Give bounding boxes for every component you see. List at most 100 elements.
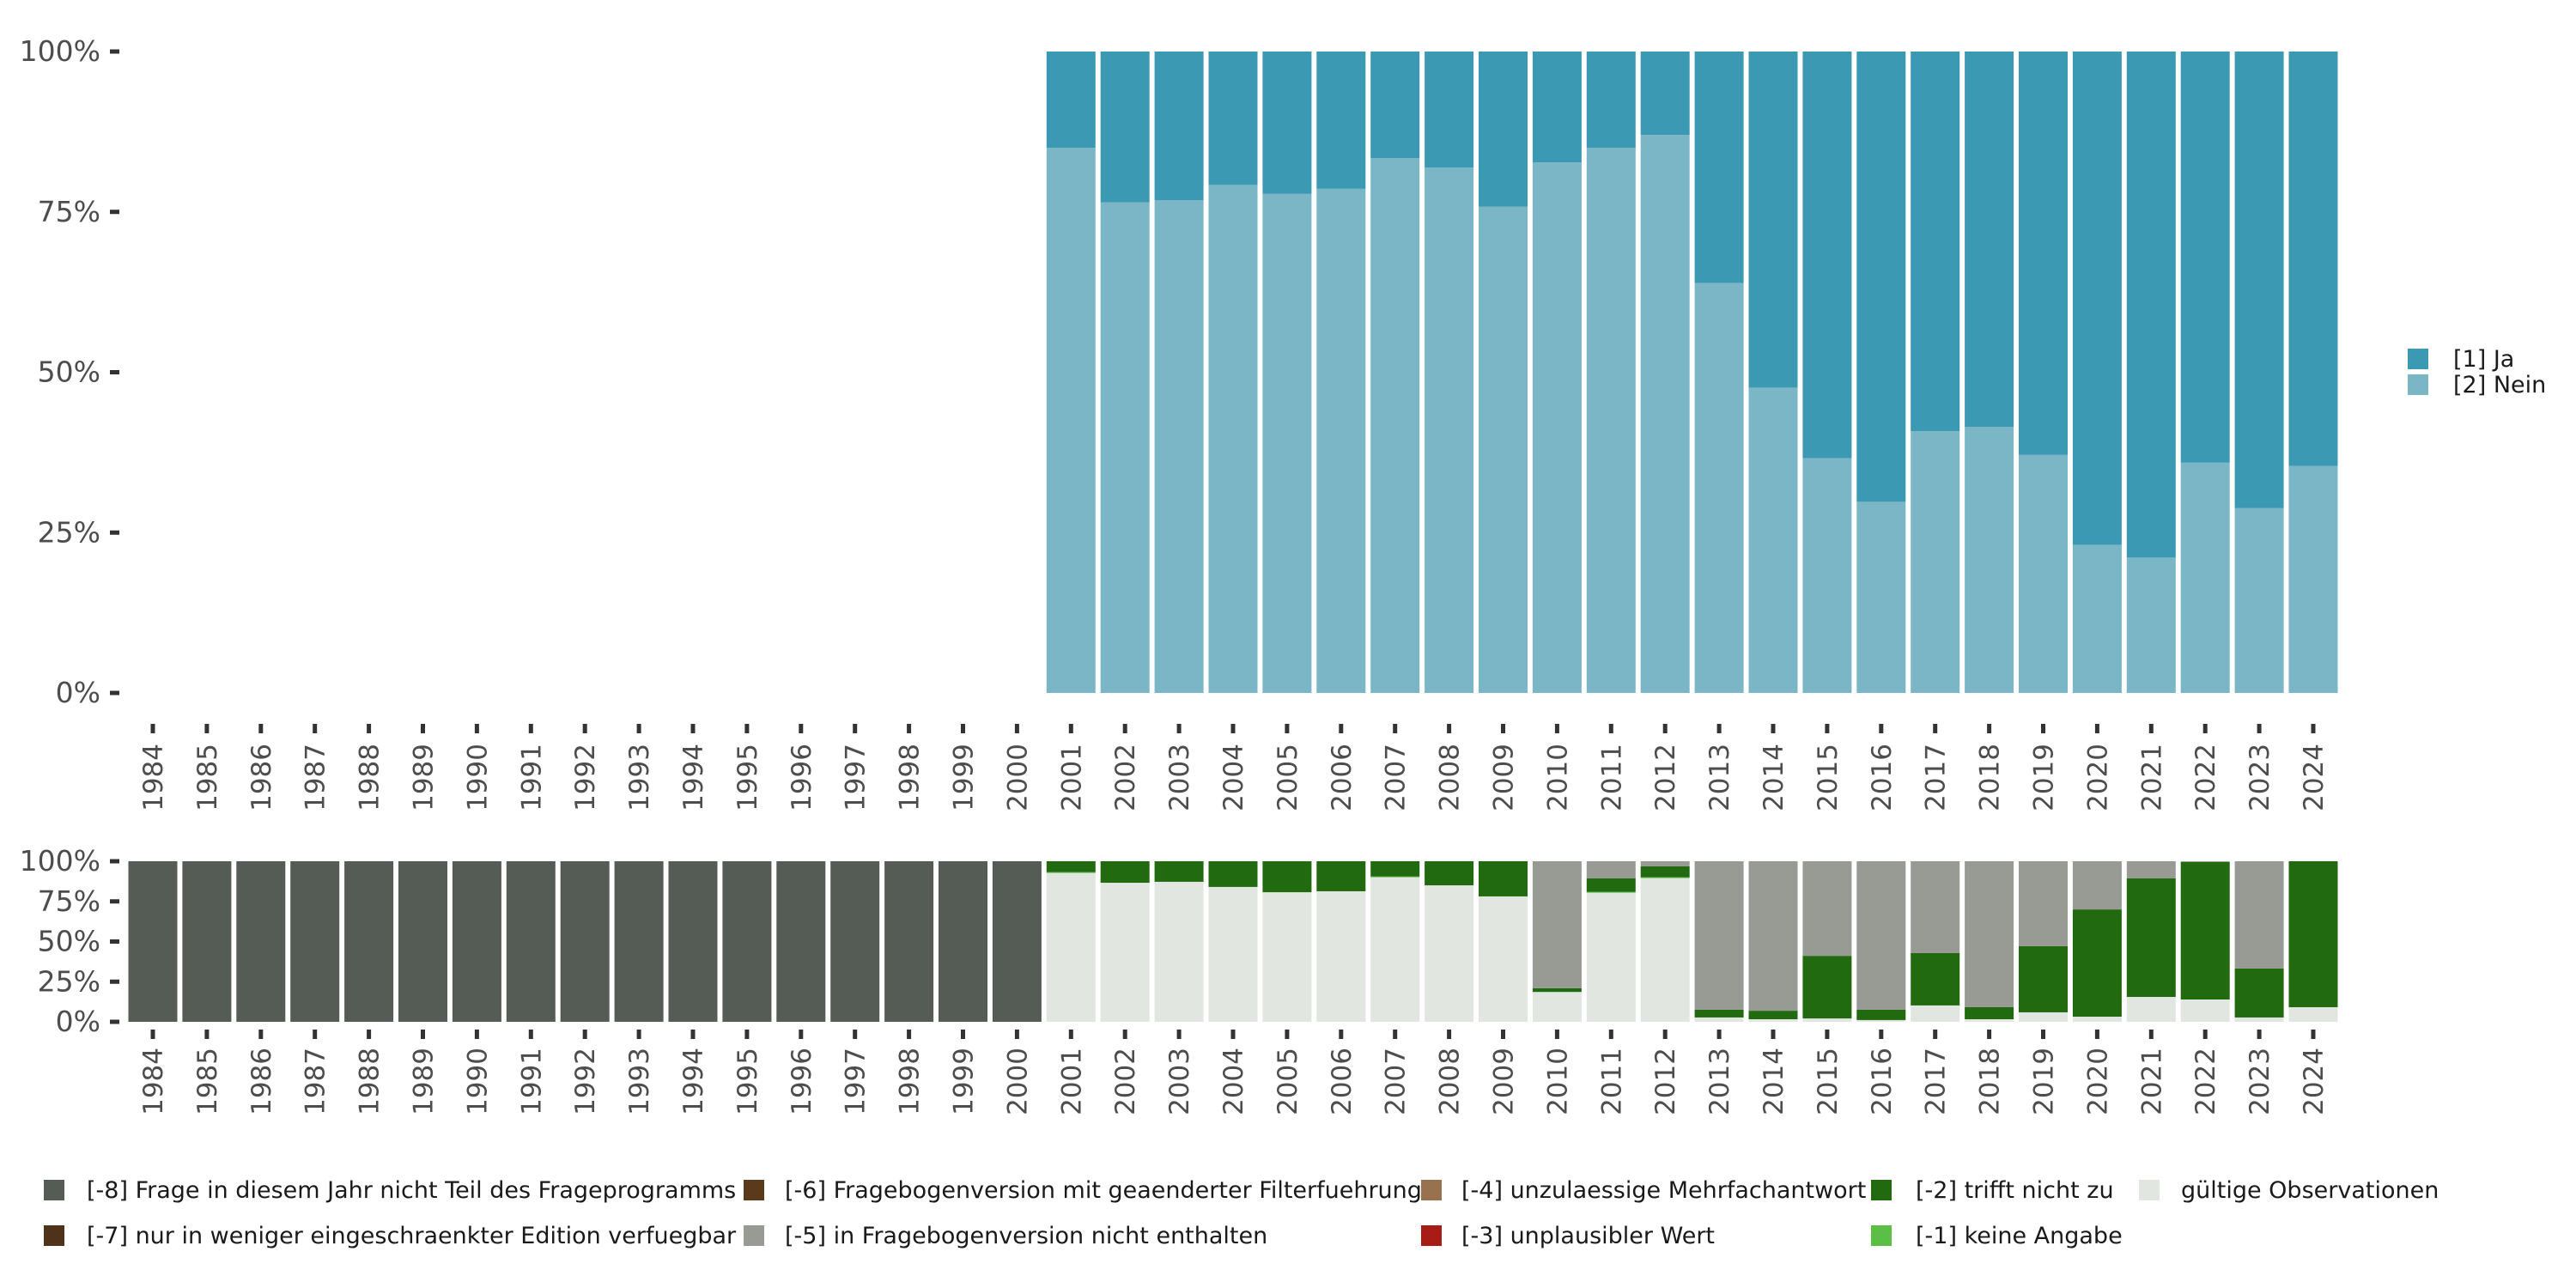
bar-segment-2010-g-ltige-observationen: [1532, 992, 1582, 1022]
lower-legend: [-8] Frage in diesem Jahr nicht Teil des…: [44, 1177, 2439, 1249]
x-tick-label: 1998: [895, 1048, 926, 1115]
bar-segment-1985-8-frage-in-diesem-jahr-nicht-teil-des-frageprogramms: [182, 861, 232, 1022]
x-tick-label: 2002: [1110, 1048, 1141, 1115]
x-tick-label: 2008: [1435, 744, 1466, 811]
bar-segment-2018-1-ja: [1965, 52, 2014, 427]
legend-item-7-nur-in-weniger-eingeschraenkter-edition-verfuegbar: [-7] nur in weniger eingeschraenkter Edi…: [44, 1223, 737, 1249]
bar-segment-2005-1-ja: [1262, 52, 1312, 194]
bar-segment-2015-g-ltige-observationen: [1802, 1018, 1852, 1022]
bar-segment-1998-8-frage-in-diesem-jahr-nicht-teil-des-frageprogramms: [884, 861, 934, 1022]
x-tick-label: 2017: [1921, 1048, 1952, 1115]
upper-y-axis: 0% 25% 50% 75% 100%: [20, 34, 119, 709]
bar-segment-2015-2-nein: [1802, 458, 1852, 693]
x-tick-label: 2005: [1273, 744, 1303, 811]
bar-segment-2006-2-trifft-nicht-zu: [1316, 861, 1366, 891]
bar-segment-2023-g-ltige-observationen: [2234, 1017, 2284, 1022]
x-tick-label: 2013: [1704, 744, 1735, 811]
upper-legend: [1] Ja[2] Nein: [2408, 346, 2546, 398]
bar-segment-2001-1-keine-angabe: [1046, 872, 1096, 873]
legend-item-2-trifft-nicht-zu: [-2] trifft nicht zu: [1871, 1177, 2114, 1204]
bar-segment-2002-2-nein: [1100, 202, 1150, 694]
bar-segment-2017-5-in-fragebogenversion-nicht-enthalten: [1911, 861, 1960, 953]
bar-segment-2007-g-ltige-observationen: [1370, 877, 1420, 1022]
x-tick-label: 2007: [1381, 1048, 1412, 1115]
bar-segment-2017-2-nein: [1911, 431, 1960, 693]
x-tick-label: 1985: [192, 744, 223, 811]
x-tick-label: 2012: [1650, 1048, 1681, 1115]
x-tick-label: 2024: [2299, 744, 2330, 811]
lower-x-axis: 1984 1985 1986 1987 1988 1989 1990 1991 1992 1993…: [138, 1030, 2330, 1115]
x-tick-label: 1999: [949, 744, 980, 811]
bar-segment-2024-g-ltige-observationen: [2288, 1006, 2338, 1022]
legend-label: [-2] trifft nicht zu: [1916, 1177, 2114, 1204]
y-tick-label: 0%: [56, 676, 100, 709]
x-tick-label: 2013: [1704, 1048, 1735, 1115]
x-tick-label: 1993: [624, 744, 655, 811]
bar-segment-2014-g-ltige-observationen: [1748, 1019, 1798, 1022]
x-tick-label: 2021: [2136, 1048, 2167, 1115]
legend-label: [-7] nur in weniger eingeschraenkter Edi…: [87, 1223, 737, 1249]
legend-swatch: [2139, 1180, 2160, 1200]
bar-segment-2006-g-ltige-observationen: [1316, 890, 1366, 1022]
x-tick-label: 2009: [1489, 744, 1520, 811]
x-tick-label: 1984: [138, 1048, 169, 1115]
x-tick-label: 1994: [678, 1048, 709, 1115]
bar-segment-2016-2-nein: [1856, 501, 1906, 693]
bar-segment-2012-5-in-fragebogenversion-nicht-enthalten: [1640, 861, 1690, 866]
x-tick-label: 1995: [732, 744, 763, 811]
bar-segment-2017-1-ja: [1911, 52, 1960, 432]
x-tick-label: 1986: [246, 744, 277, 811]
bar-segment-2007-1-ja: [1370, 52, 1420, 158]
bar-segment-2004-1-ja: [1208, 52, 1258, 185]
bar-segment-2015-2-trifft-nicht-zu: [1802, 956, 1852, 1019]
x-tick-label: 2022: [2190, 1048, 2221, 1115]
bar-segment-2002-1-ja: [1100, 52, 1150, 203]
y-tick-label: 75%: [38, 195, 100, 228]
x-tick-label: 2006: [1327, 1048, 1358, 1115]
bar-segment-2021-2-nein: [2126, 557, 2176, 693]
legend-swatch: [744, 1225, 764, 1246]
legend-swatch: [1871, 1180, 1892, 1200]
x-tick-label: 2021: [2136, 744, 2167, 811]
bar-segment-1994-8-frage-in-diesem-jahr-nicht-teil-des-frageprogramms: [668, 861, 718, 1022]
bar-segment-2014-1-ja: [1748, 52, 1798, 388]
bar-segment-2005-2-nein: [1262, 193, 1312, 693]
bar-segment-2002-2-trifft-nicht-zu: [1100, 861, 1150, 884]
legend-label: [-8] Frage in diesem Jahr nicht Teil des…: [87, 1177, 736, 1204]
x-tick-label: 1992: [570, 744, 601, 811]
x-tick-label: 2017: [1921, 744, 1952, 811]
bar-segment-2019-1-ja: [2019, 52, 2068, 455]
x-tick-label: 1989: [409, 1048, 440, 1115]
bar-segment-2012-2-trifft-nicht-zu: [1640, 866, 1690, 878]
bar-segment-2021-5-in-fragebogenversion-nicht-enthalten: [2126, 861, 2176, 879]
bar-segment-2021-2-trifft-nicht-zu: [2126, 878, 2176, 998]
bar-segment-2003-1-ja: [1154, 52, 1204, 201]
legend-label: [-6] Fragebogenversion mit geaenderter F…: [785, 1177, 1422, 1204]
legend-label: [-1] keine Angabe: [1916, 1223, 2123, 1249]
legend-swatch: [1871, 1225, 1892, 1246]
bar-segment-2019-2-nein: [2019, 454, 2068, 693]
legend-item-3-unplausibler-wert: [-3] unplausibler Wert: [1421, 1223, 1715, 1249]
legend-label: [-4] unzulaessige Mehrfachantwort: [1461, 1177, 1866, 1204]
x-tick-label: 1992: [570, 1048, 601, 1115]
bar-segment-2023-2-nein: [2234, 507, 2284, 693]
x-tick-label: 2020: [2082, 1048, 2113, 1115]
x-tick-label: 2008: [1435, 1048, 1466, 1115]
bar-segment-2013-5-in-fragebogenversion-nicht-enthalten: [1694, 861, 1744, 1010]
y-tick-label: 25%: [38, 515, 100, 549]
lower-y-axis: 0% 25% 50% 75% 100%: [20, 844, 119, 1038]
x-tick-label: 2012: [1650, 744, 1681, 811]
bar-segment-2011-1-keine-angabe: [1586, 891, 1636, 893]
bar-segment-2002-g-ltige-observationen: [1100, 883, 1150, 1022]
bar-segment-1989-8-frage-in-diesem-jahr-nicht-teil-des-frageprogramms: [398, 861, 447, 1022]
bar-segment-2021-g-ltige-observationen: [2126, 997, 2176, 1022]
bar-segment-2009-2-trifft-nicht-zu: [1479, 861, 1528, 896]
bar-segment-2014-2-trifft-nicht-zu: [1748, 1011, 1798, 1020]
x-tick-label: 2019: [2029, 1048, 2060, 1115]
bar-segment-2010-2-trifft-nicht-zu: [1532, 987, 1582, 993]
bar-segment-2010-1-ja: [1532, 52, 1582, 163]
bar-segment-2009-2-nein: [1479, 206, 1528, 693]
bar-segment-1991-8-frage-in-diesem-jahr-nicht-teil-des-frageprogramms: [506, 861, 556, 1022]
x-tick-label: 2004: [1218, 1048, 1249, 1115]
